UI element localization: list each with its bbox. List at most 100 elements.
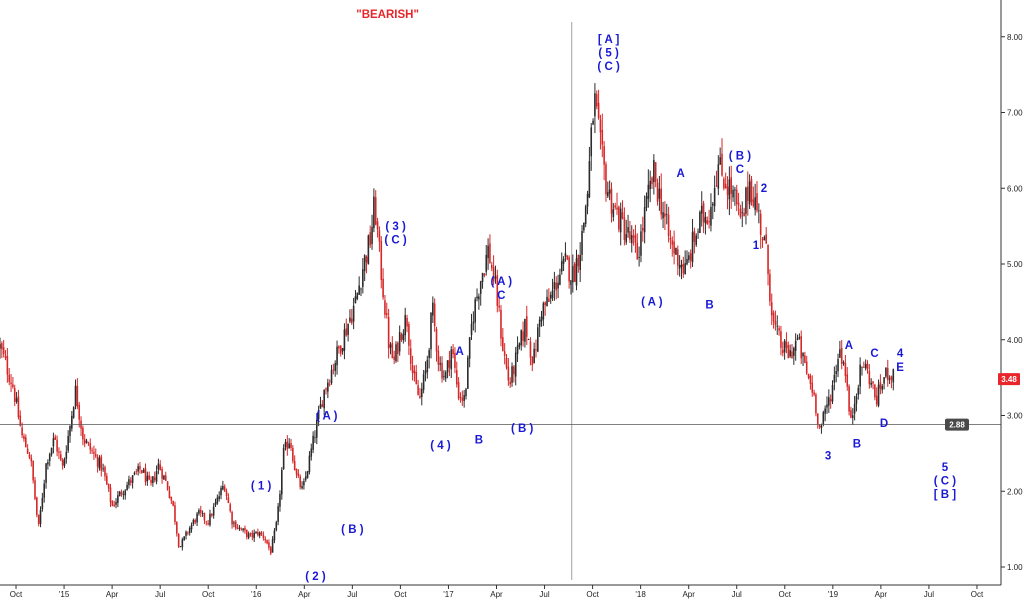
wave-label: ( B ) bbox=[341, 524, 364, 536]
wave-label: A bbox=[845, 340, 853, 352]
candle-body bbox=[319, 404, 322, 409]
candle-body bbox=[207, 523, 209, 525]
candle-body bbox=[129, 480, 132, 483]
candle-body bbox=[10, 382, 12, 385]
candle-body bbox=[846, 374, 849, 387]
candle-body bbox=[455, 370, 458, 385]
candle-body bbox=[67, 435, 69, 451]
candle-body bbox=[623, 217, 626, 240]
candle-body bbox=[450, 349, 453, 370]
candle-body bbox=[2, 347, 5, 355]
candle-body bbox=[452, 349, 454, 355]
candle-body bbox=[262, 534, 265, 538]
candle-body bbox=[50, 447, 53, 455]
candle-body bbox=[649, 180, 651, 190]
wave-label: ( B ) bbox=[511, 423, 534, 435]
x-tick-label: Apr bbox=[298, 590, 311, 599]
candle-body bbox=[419, 395, 421, 398]
candle-body bbox=[879, 382, 882, 389]
candle-body bbox=[857, 387, 860, 395]
wave-label: ( 1 ) bbox=[251, 481, 272, 493]
candle-body bbox=[478, 296, 480, 300]
candle-body bbox=[257, 532, 259, 536]
candle-body bbox=[870, 382, 872, 385]
candle-body bbox=[632, 235, 635, 238]
candle-body bbox=[651, 177, 653, 185]
candle-body bbox=[759, 213, 762, 235]
candle-body bbox=[758, 210, 760, 212]
candle-body bbox=[745, 187, 747, 214]
candle-body bbox=[317, 409, 320, 420]
candle-body bbox=[789, 350, 791, 357]
candle-body bbox=[774, 320, 777, 325]
candle-body bbox=[625, 234, 628, 243]
candle-body bbox=[196, 513, 198, 523]
candle-body bbox=[548, 298, 550, 302]
candle-body bbox=[109, 487, 112, 503]
reference-tag-box bbox=[945, 418, 969, 431]
candle-body bbox=[877, 384, 880, 406]
x-tick-label: Oct bbox=[586, 590, 599, 599]
candle-body bbox=[422, 374, 425, 390]
candle-body bbox=[627, 227, 629, 233]
candle-body bbox=[572, 266, 574, 283]
candle-body bbox=[415, 371, 418, 385]
candle-body bbox=[417, 385, 419, 395]
candle-body bbox=[166, 481, 169, 490]
candle-body bbox=[710, 206, 712, 226]
candle-body bbox=[98, 457, 101, 469]
candle-body bbox=[502, 337, 504, 351]
candle-body bbox=[811, 382, 814, 393]
candle-body bbox=[781, 350, 784, 354]
candle-body bbox=[328, 383, 331, 385]
candle-body bbox=[765, 234, 768, 244]
candle-body bbox=[371, 227, 373, 244]
candle-body bbox=[52, 438, 55, 447]
candle-body bbox=[290, 443, 292, 449]
candle-body bbox=[688, 255, 690, 260]
candle-body bbox=[339, 345, 342, 354]
y-tick-label: 8.00 bbox=[1007, 33, 1023, 42]
candle-body bbox=[59, 454, 62, 460]
candle-body bbox=[669, 237, 672, 240]
candle-body bbox=[662, 212, 664, 219]
candle-body bbox=[804, 355, 806, 363]
candle-body bbox=[566, 255, 569, 260]
candle-body bbox=[374, 197, 377, 225]
candle-body bbox=[518, 343, 521, 347]
candle-body bbox=[489, 243, 491, 263]
candle-body bbox=[185, 531, 187, 536]
candle-body bbox=[170, 496, 173, 501]
candle-body bbox=[724, 183, 727, 189]
wave-label: ( C ) bbox=[384, 235, 407, 247]
candle-body bbox=[141, 470, 143, 473]
candle-body bbox=[570, 280, 572, 285]
x-tick-label: '15 bbox=[59, 590, 70, 599]
candle-body bbox=[15, 398, 18, 402]
wave-label: C bbox=[736, 164, 744, 176]
candle-body bbox=[492, 267, 495, 282]
candle-body bbox=[805, 361, 808, 374]
candle-body bbox=[273, 530, 276, 541]
candle-body bbox=[253, 532, 255, 539]
candle-body bbox=[299, 476, 302, 488]
candle-body bbox=[863, 366, 865, 368]
candle-body bbox=[308, 455, 311, 473]
candle-body bbox=[24, 437, 27, 448]
candle-body bbox=[336, 346, 338, 366]
candle-body bbox=[89, 443, 92, 450]
candle-body bbox=[448, 360, 451, 368]
x-tick-label: Oct bbox=[10, 590, 23, 599]
candle-body bbox=[269, 547, 272, 554]
candle-body bbox=[516, 345, 519, 354]
last-price-tag-label: 3.48 bbox=[1001, 375, 1017, 384]
candle-body bbox=[761, 238, 764, 240]
candle-body bbox=[675, 247, 677, 255]
candle-body bbox=[293, 461, 296, 471]
candle-body bbox=[128, 479, 130, 486]
candle-body bbox=[424, 370, 427, 374]
candle-body bbox=[96, 456, 99, 467]
x-tick-label: Oct bbox=[202, 590, 215, 599]
candle-body bbox=[695, 235, 698, 246]
candle-body bbox=[137, 466, 139, 472]
